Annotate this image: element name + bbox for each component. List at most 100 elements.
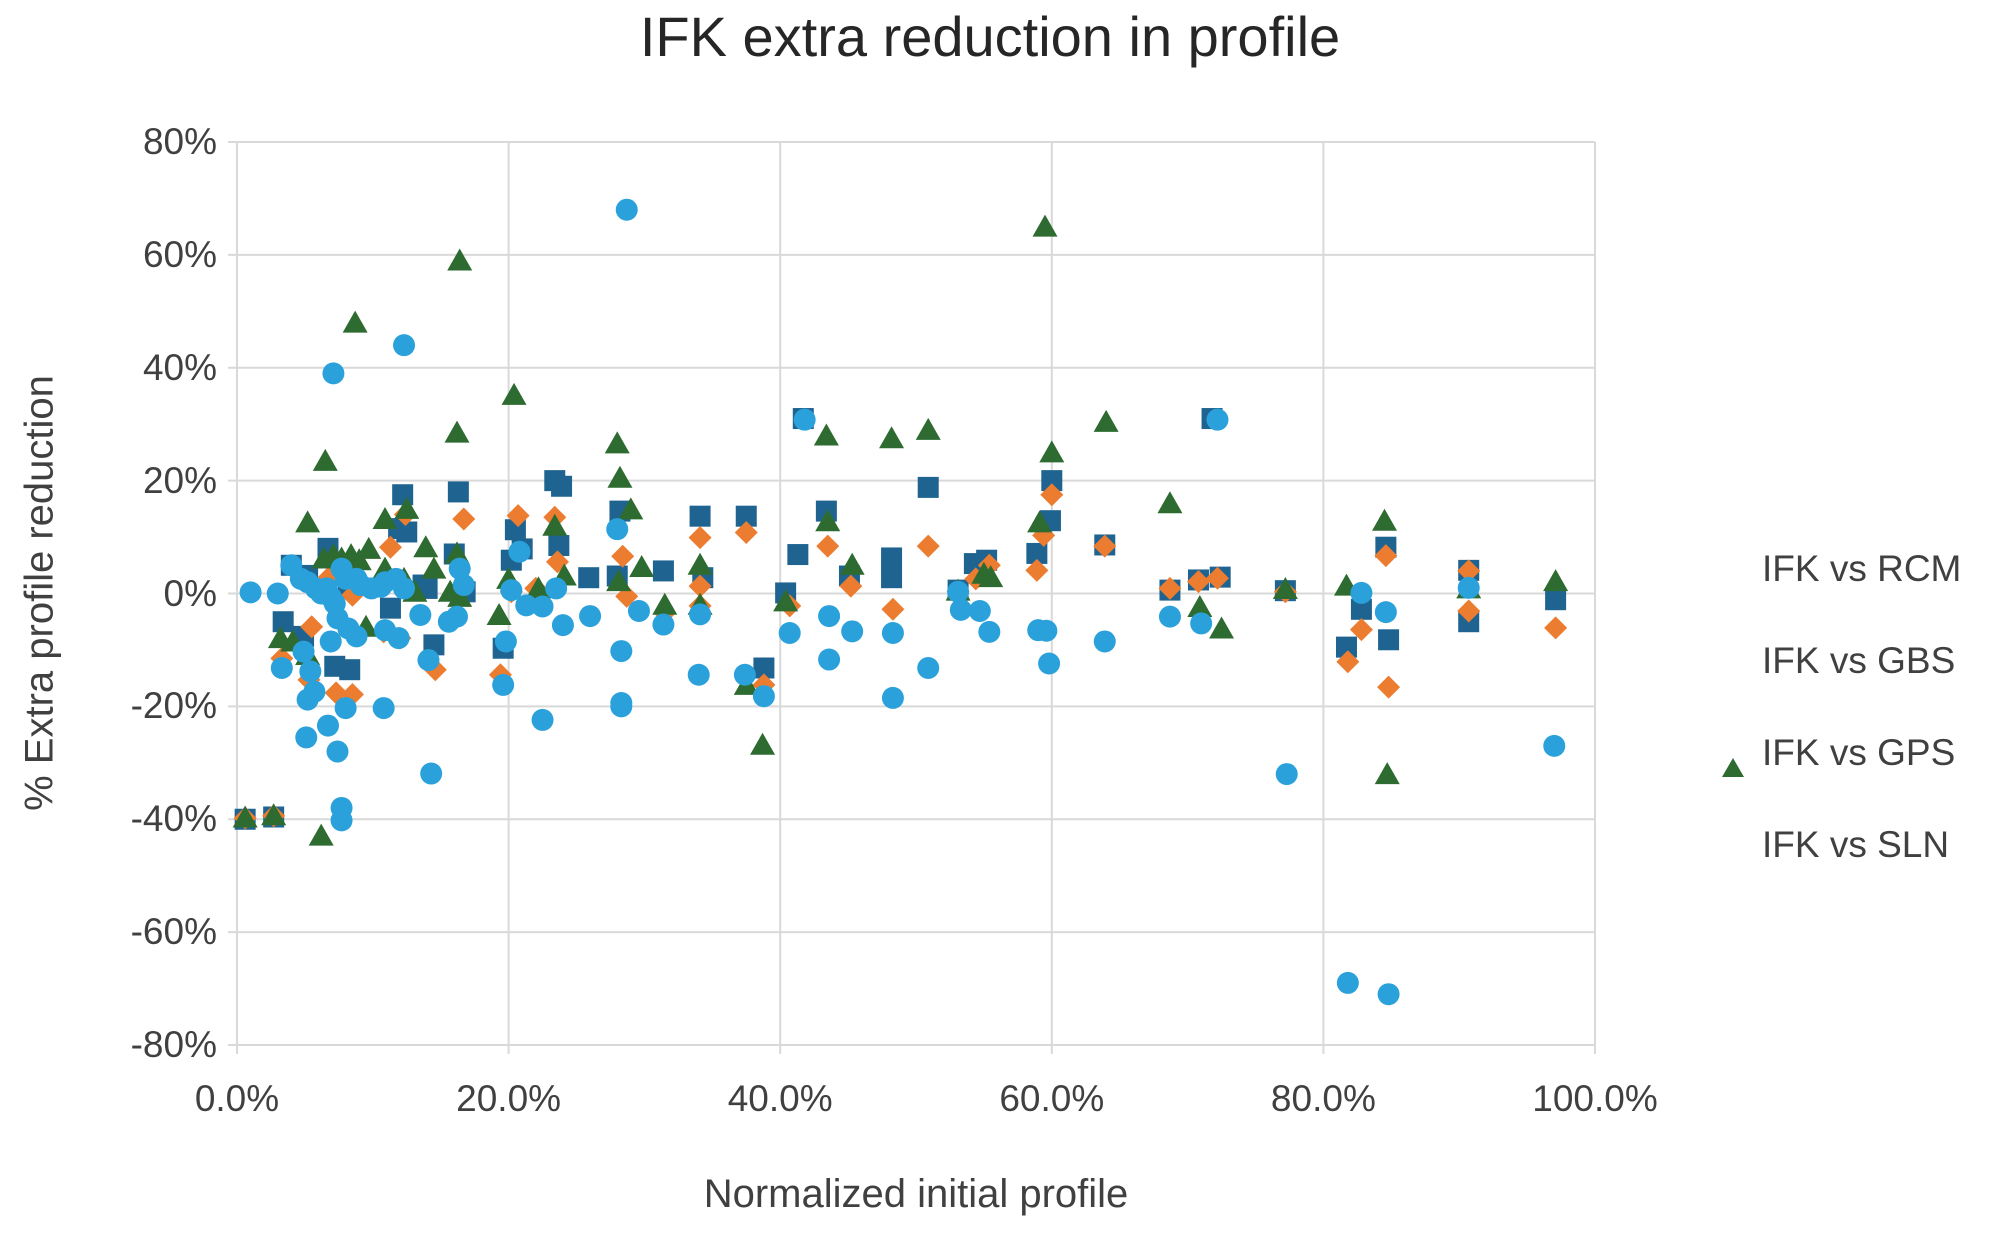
data-point-circle	[330, 809, 353, 832]
data-point-circle	[1275, 763, 1298, 786]
data-point-triangle	[308, 823, 334, 846]
y-tick-label: 0%	[163, 572, 217, 614]
legend-item-sln: IFK vs SLN	[1722, 824, 1961, 866]
data-point-triangle	[394, 496, 420, 519]
data-point-circle	[345, 625, 368, 648]
data-point-square	[1335, 636, 1357, 658]
data-point-circle	[881, 686, 904, 709]
data-point-square	[392, 484, 414, 506]
data-point-triangle	[342, 310, 368, 333]
data-point-circle	[881, 622, 904, 645]
data-point-circle	[299, 660, 322, 683]
data-point-circle	[334, 697, 357, 720]
legend-item-gps: IFK vs GPS	[1722, 732, 1961, 777]
y-tick-label: 80%	[142, 121, 217, 162]
data-point-diamond	[688, 574, 712, 598]
data-point-triangle	[750, 732, 776, 755]
legend-label: IFK vs GPS	[1762, 732, 1956, 773]
data-point-square	[272, 611, 294, 633]
legend-item-gbs: IFK vs GBS	[1722, 640, 1961, 682]
data-point-circle	[1374, 601, 1397, 624]
legend-label: IFK vs SLN	[1762, 824, 1950, 865]
data-point-triangle	[346, 548, 372, 571]
data-point-circle	[606, 518, 629, 541]
data-point-triangle	[444, 420, 470, 443]
data-point-triangle	[1027, 510, 1053, 533]
data-point-diamond	[1374, 544, 1398, 568]
data-point-circle	[1350, 581, 1373, 604]
data-point-circle	[420, 762, 443, 785]
data-point-triangle	[773, 589, 799, 612]
data-point-diamond	[734, 521, 758, 545]
data-point-diamond	[1186, 570, 1210, 594]
data-point-square	[735, 505, 757, 527]
data-point-circle	[949, 598, 972, 621]
data-point-square	[787, 544, 809, 566]
x-axis-title: Normalized initial profile	[703, 1172, 1129, 1216]
data-point-triangle	[447, 248, 473, 271]
data-point-circle	[1457, 576, 1480, 599]
legend: IFK vs RCM IFK vs GBS IFK vs GPS IFK vs …	[1722, 548, 1961, 866]
data-point-square	[753, 657, 775, 679]
data-point-circle	[652, 613, 675, 636]
data-point-diamond	[300, 615, 324, 639]
data-point-circle	[326, 740, 349, 763]
data-point-circle	[531, 708, 554, 731]
data-point-triangle	[372, 507, 398, 530]
data-point-triangle	[1039, 440, 1065, 463]
data-point-diamond	[816, 534, 840, 558]
data-point-diamond	[916, 534, 940, 558]
data-point-circle	[387, 627, 410, 650]
data-point-triangle	[1209, 616, 1235, 639]
x-tick-label: 40.0%	[727, 1078, 833, 1119]
data-point-circle	[445, 605, 468, 628]
data-point-circle	[322, 362, 345, 385]
x-tick-label: 80.0%	[1270, 1078, 1376, 1119]
data-point-triangle	[978, 565, 1004, 588]
data-point-circle	[1377, 983, 1400, 1006]
data-point-circle	[752, 685, 775, 708]
data-point-triangle	[652, 592, 678, 615]
y-tick-label: 40%	[142, 346, 217, 388]
data-point-circle	[266, 582, 289, 605]
data-point-circle	[515, 594, 538, 617]
data-point-circle	[1190, 612, 1213, 635]
x-tick-label: 0.0%	[194, 1078, 280, 1119]
data-point-circle	[1336, 971, 1359, 994]
data-point-circle	[610, 695, 633, 718]
data-point-triangle	[542, 513, 568, 536]
data-point-circle	[500, 579, 523, 602]
data-point-circle	[316, 714, 339, 737]
data-point-circle	[610, 640, 633, 663]
y-tick-label: -60%	[130, 911, 217, 953]
data-point-circle	[492, 673, 515, 696]
data-point-circle	[778, 622, 801, 645]
data-point-circle	[270, 656, 293, 679]
data-point-square	[917, 476, 939, 498]
data-point-circle	[818, 648, 841, 671]
data-point-triangle	[1374, 762, 1400, 785]
data-point-circle	[793, 408, 816, 431]
data-point-diamond	[1457, 599, 1481, 623]
data-point-circle	[545, 577, 568, 600]
data-point-circle	[296, 688, 319, 711]
data-point-triangle	[525, 576, 551, 599]
data-point-square	[339, 659, 361, 681]
data-point-circle	[1035, 619, 1058, 642]
data-point-triangle	[618, 497, 644, 520]
data-point-triangle	[1372, 508, 1398, 531]
data-point-triangle	[1157, 491, 1183, 514]
data-point-square	[578, 567, 600, 589]
data-point-circle	[494, 630, 517, 653]
data-point-circle	[319, 630, 342, 653]
data-point-triangle	[1093, 409, 1119, 432]
data-point-square	[652, 560, 674, 582]
data-point-triangle	[839, 552, 865, 575]
data-point-circle	[917, 656, 940, 679]
data-point-square	[1041, 470, 1063, 492]
data-point-triangle	[421, 556, 447, 579]
data-point-triangle	[879, 426, 905, 449]
data-point-circle	[508, 540, 531, 563]
data-point-triangle	[813, 423, 839, 446]
